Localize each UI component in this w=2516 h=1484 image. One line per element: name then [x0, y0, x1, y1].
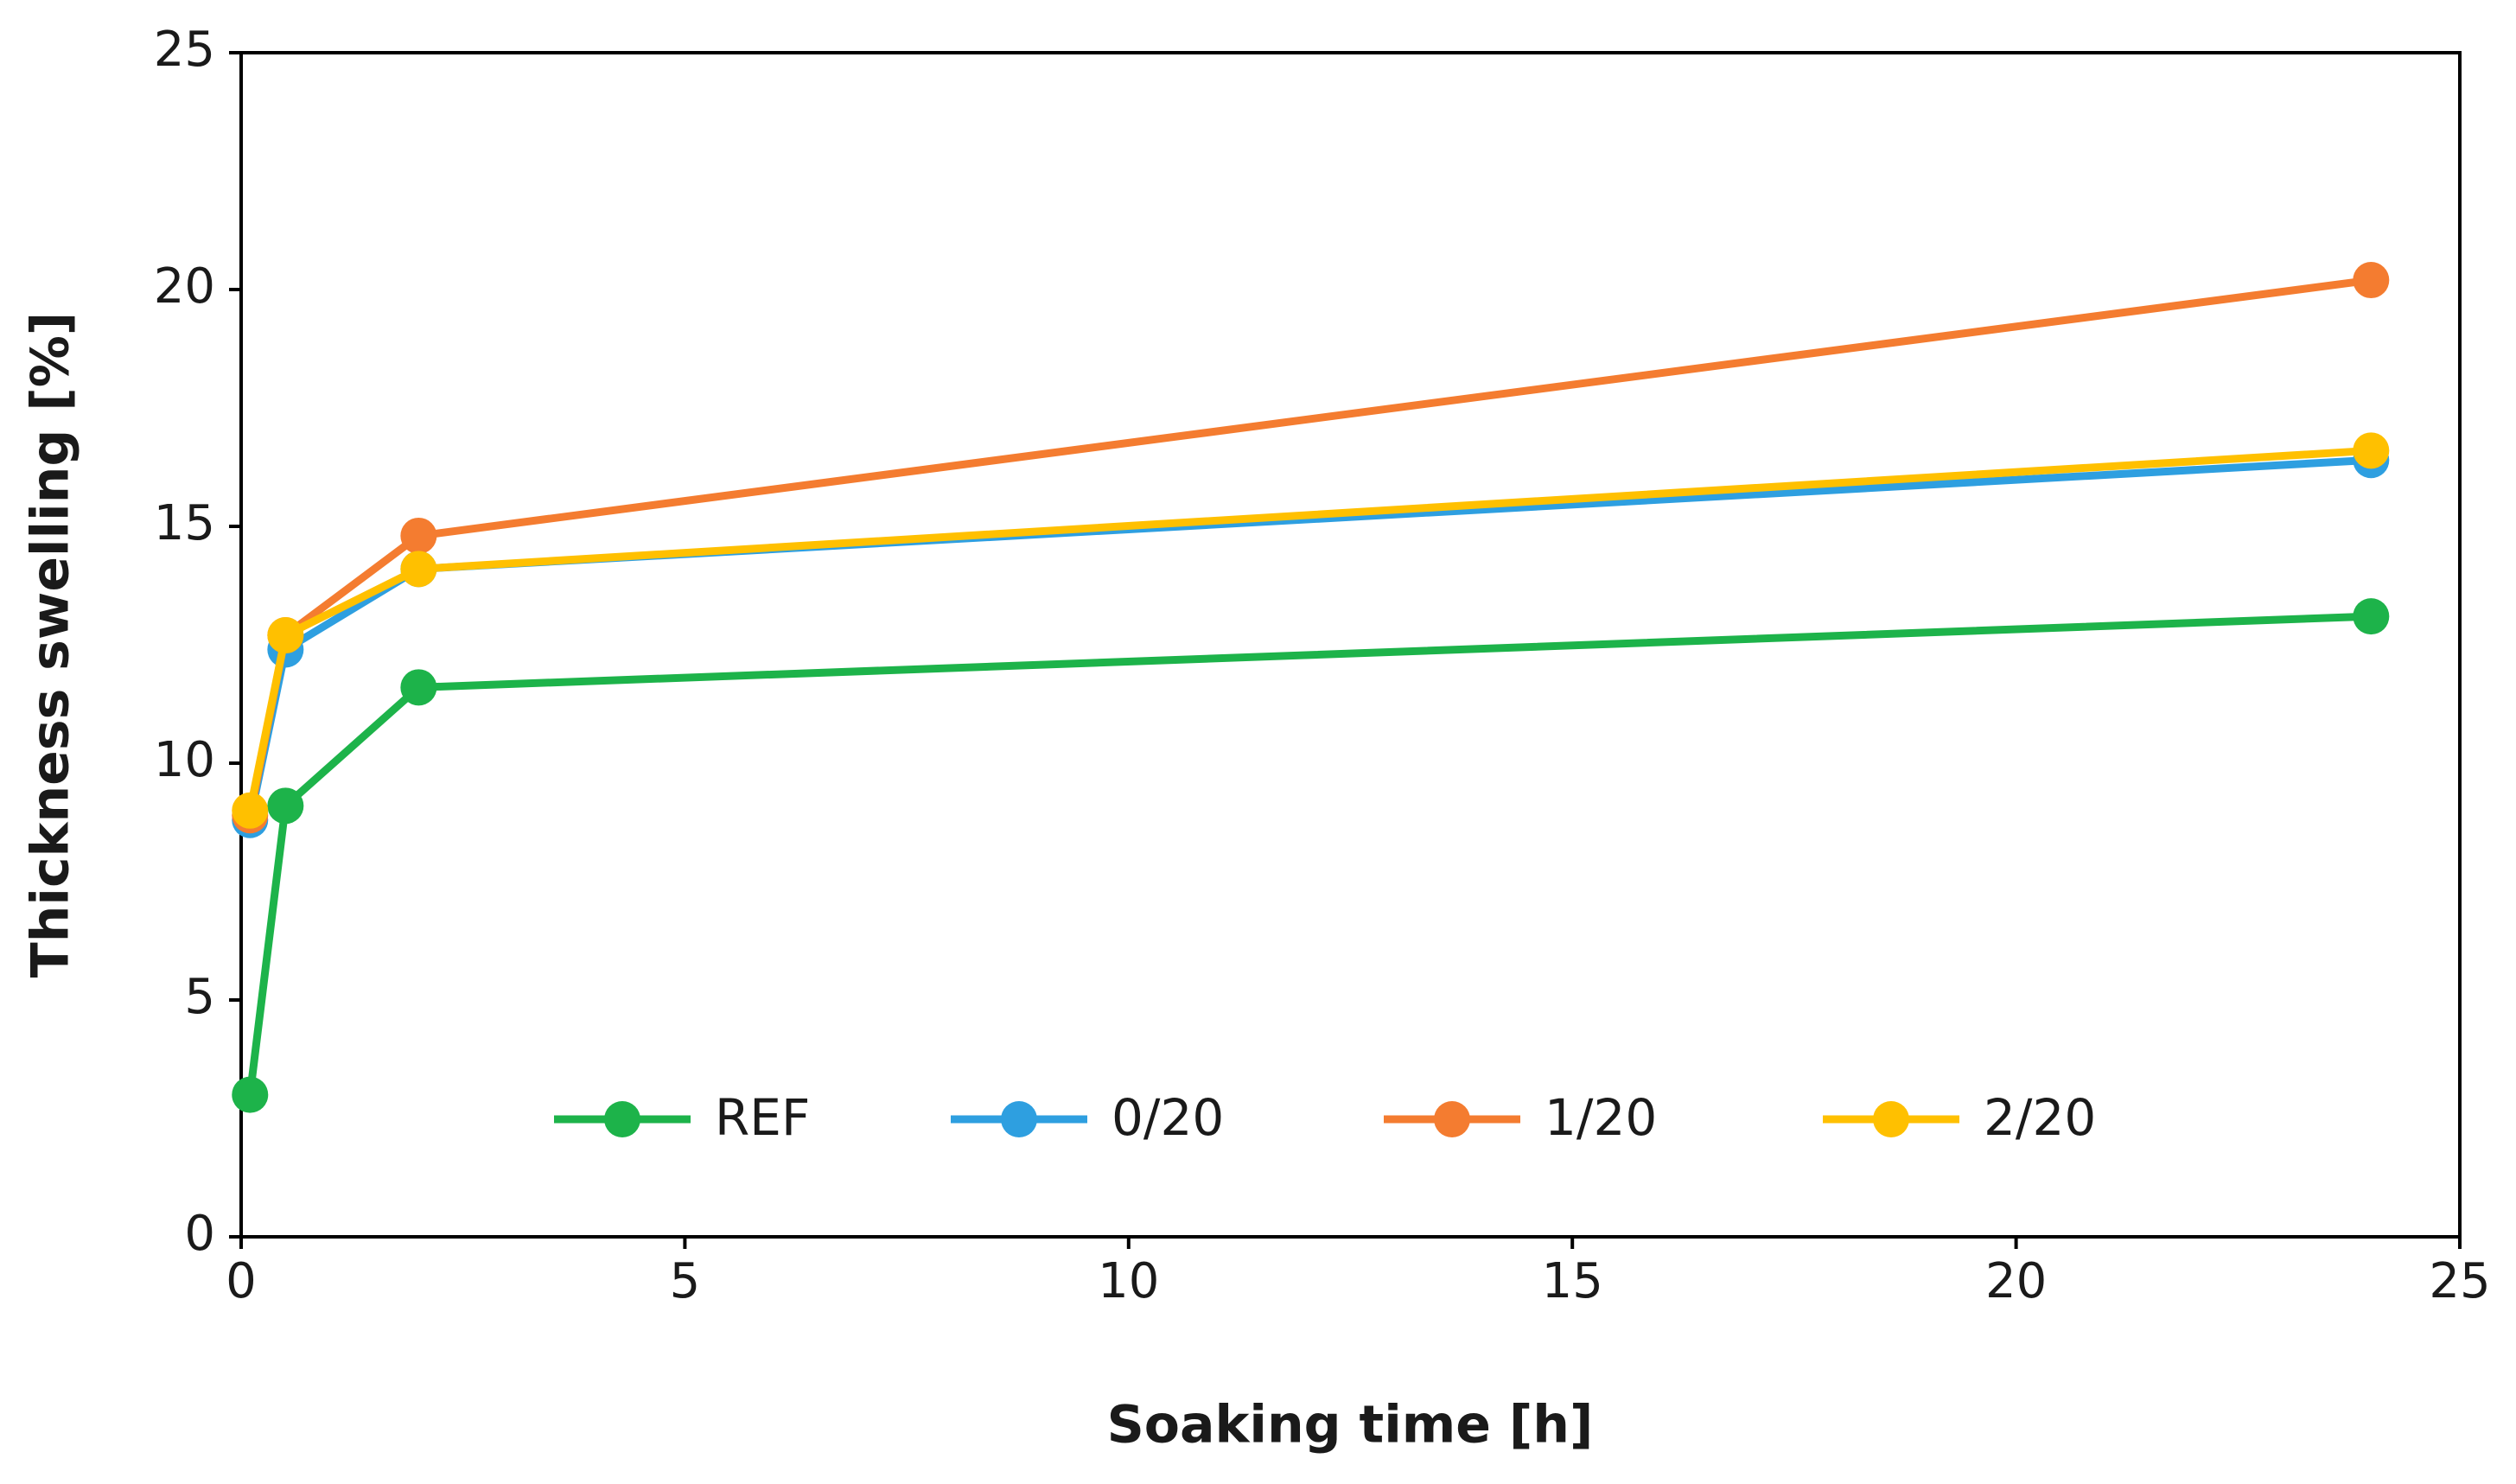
x-tick-label: 5 [670, 1253, 701, 1309]
y-tick-label: 25 [154, 22, 215, 78]
data-point [232, 792, 269, 829]
legend-label: 0/20 [1111, 1088, 1224, 1147]
y-axis-title: Thickness swelling [%] [21, 312, 81, 978]
data-point [2353, 432, 2390, 469]
x-axis-title: Soaking time [h] [1107, 1395, 1594, 1455]
legend-label: 1/20 [1545, 1088, 1657, 1147]
x-tick-label: 20 [1985, 1253, 2047, 1309]
legend-label: REF [715, 1088, 810, 1147]
x-tick-label: 25 [2429, 1253, 2490, 1309]
x-tick-label: 10 [1098, 1253, 1159, 1309]
data-point [2353, 598, 2390, 635]
data-point [232, 1076, 269, 1113]
legend-marker [1873, 1101, 1909, 1137]
y-tick-label: 0 [184, 1206, 215, 1262]
data-point [2353, 262, 2390, 299]
legend-label: 2/20 [1984, 1088, 2096, 1147]
x-tick-label: 15 [1542, 1253, 1603, 1309]
data-point [400, 551, 437, 588]
series-line [245, 276, 2372, 817]
legend-marker [1001, 1101, 1037, 1137]
y-tick-label: 20 [154, 258, 215, 315]
data-point [400, 669, 437, 706]
y-tick-label: 15 [154, 495, 215, 551]
y-tick-label: 10 [154, 732, 215, 788]
legend-marker [604, 1101, 640, 1137]
legend-marker [1434, 1101, 1470, 1137]
series-line [245, 446, 2372, 812]
data-point [400, 517, 437, 554]
y-tick-label: 5 [184, 969, 215, 1025]
data-point [267, 787, 304, 825]
plot-frame [239, 51, 2462, 1239]
x-tick-label: 0 [226, 1253, 257, 1309]
series-line [245, 612, 2372, 1096]
data-point [267, 617, 304, 654]
